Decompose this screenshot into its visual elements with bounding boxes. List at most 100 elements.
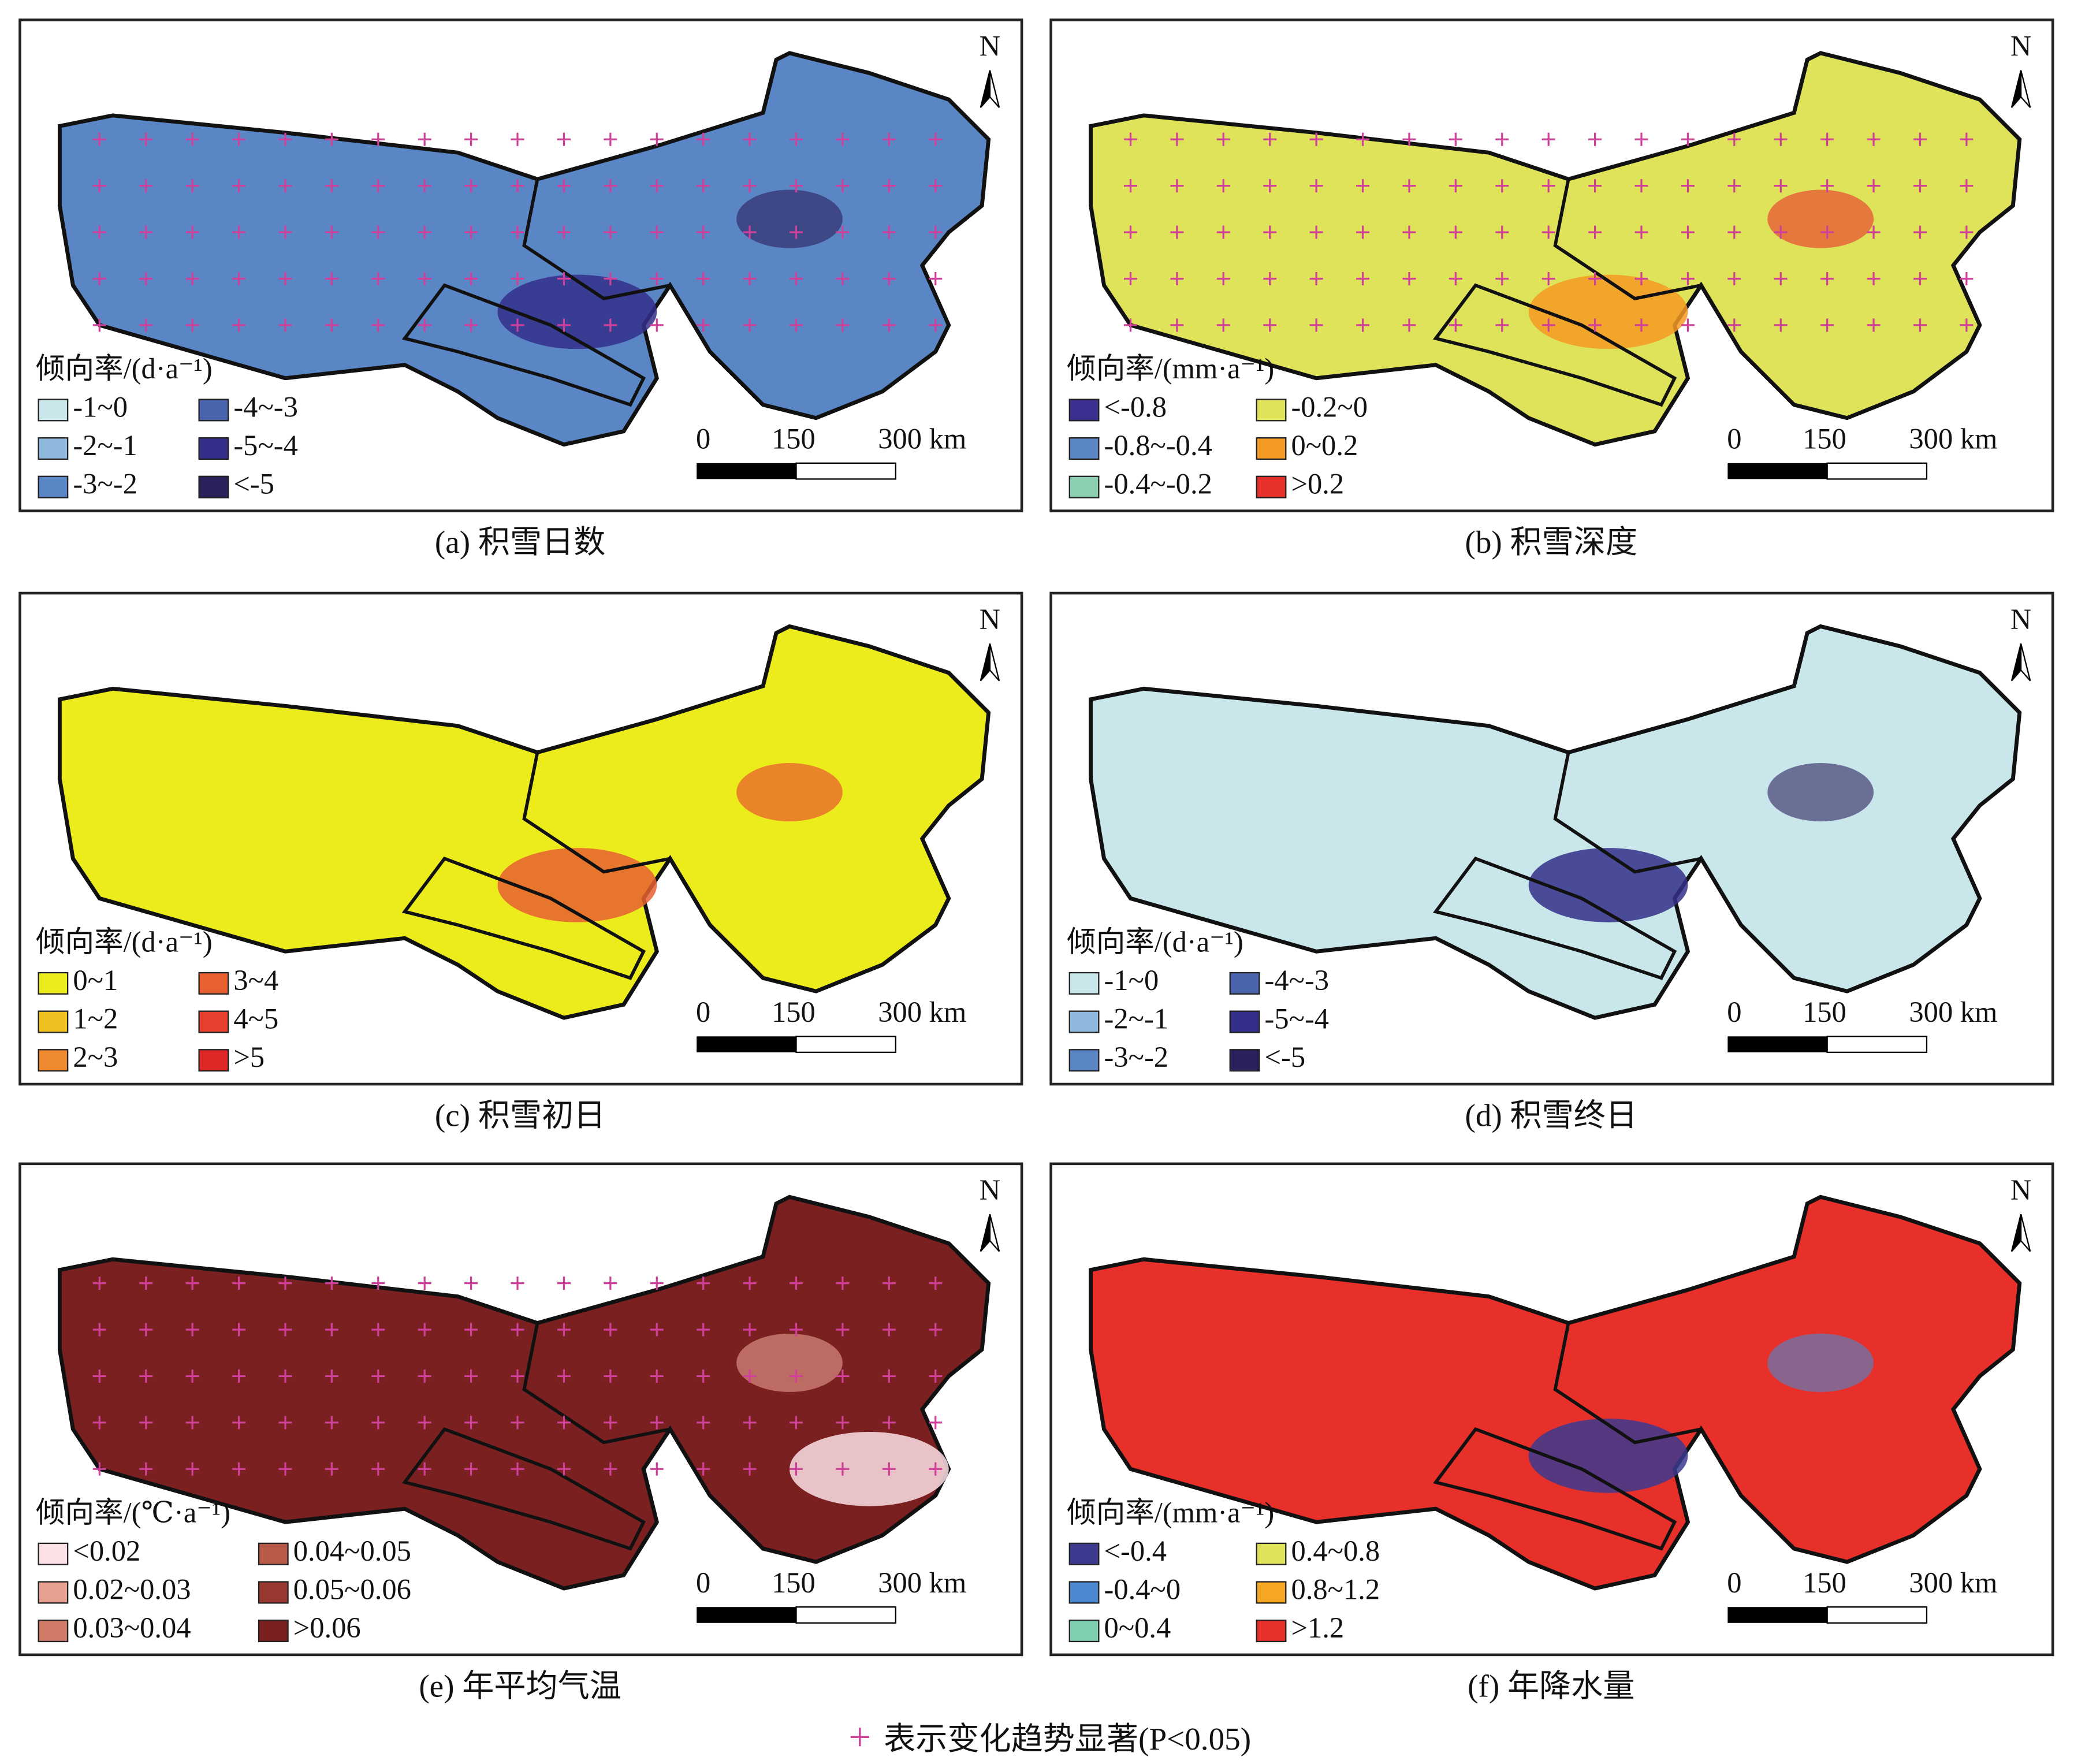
- significance-cross: [650, 271, 664, 285]
- significance-cross: [511, 318, 524, 332]
- significance-cross: [1356, 132, 1370, 146]
- significance-cross: [836, 225, 850, 239]
- caption: (c) 积雪初日: [435, 1097, 605, 1133]
- legend-swatch: [1229, 972, 1260, 995]
- legend-swatch: [1068, 1542, 1100, 1565]
- legend-label: -0.2~0: [1291, 391, 1368, 423]
- significance-cross: [1170, 179, 1184, 193]
- significance-cross: [92, 1323, 106, 1337]
- significance-cross: [604, 318, 617, 332]
- significance-cross: [232, 271, 246, 285]
- significance-cross: [1588, 225, 1602, 239]
- legend-title: 倾向率/(mm·a⁻¹): [1067, 1496, 1274, 1528]
- significance-cross: [929, 179, 943, 193]
- significance-cross: [790, 318, 803, 332]
- scale-label: 150: [1803, 996, 1846, 1028]
- significance-cross: [92, 1277, 106, 1290]
- significance-cross: [139, 225, 153, 239]
- significance-cross: [1588, 271, 1602, 285]
- significance-cross: [464, 132, 478, 146]
- significance-cross: [232, 1416, 246, 1430]
- significance-cross: [1588, 318, 1602, 332]
- significance-cross: [278, 132, 292, 146]
- legend-swatch: [1068, 1581, 1100, 1604]
- significance-cross: [743, 1323, 757, 1337]
- significance-cross: [790, 1323, 803, 1337]
- scale-bar-black: [697, 1607, 796, 1623]
- significance-cross: [1913, 271, 1927, 285]
- significance-cross: [371, 1323, 385, 1337]
- region-patch: [1767, 1333, 1874, 1393]
- significance-cross: [882, 132, 896, 146]
- significance-cross: [1309, 179, 1323, 193]
- significance-cross: [464, 318, 478, 332]
- significance-cross: [604, 1369, 617, 1383]
- scale-bar-white: [795, 1606, 896, 1624]
- significance-cross: [278, 1462, 292, 1476]
- significance-cross: [790, 1416, 803, 1430]
- north-arrow-outline: [2020, 643, 2031, 682]
- scale-label: 150: [1803, 1566, 1846, 1599]
- legend-label: -2~-1: [73, 429, 137, 462]
- significance-cross: [836, 271, 850, 285]
- significance-cross: [92, 271, 106, 285]
- significance-cross: [836, 318, 850, 332]
- significance-cross: [1774, 318, 1788, 332]
- legend-swatch: [38, 972, 69, 995]
- significance-cross: [511, 1277, 524, 1290]
- significance-cross: [650, 1277, 664, 1290]
- north-arrow-outline: [2020, 1214, 2031, 1252]
- significance-cross: [464, 1462, 478, 1476]
- significance-cross: [185, 1277, 199, 1290]
- legend-swatch: [1256, 1581, 1287, 1604]
- legend-label: -0.4~-0.2: [1104, 468, 1212, 500]
- scale-label: 300 km: [878, 996, 966, 1028]
- legend-label: <-5: [1265, 1041, 1306, 1073]
- significance-cross: [557, 225, 571, 239]
- significance-cross: [232, 132, 246, 146]
- legend-label: 0.4~0.8: [1291, 1535, 1380, 1567]
- scale-bar-white: [1826, 1036, 1928, 1054]
- significance-cross: [604, 1416, 617, 1430]
- significance-cross: [185, 1416, 199, 1430]
- significance-cross: [1820, 271, 1834, 285]
- legend-swatch: [1256, 1542, 1287, 1565]
- region-patch: [736, 1333, 843, 1393]
- significance-cross: [790, 225, 803, 239]
- caption: (e) 年平均气温: [419, 1668, 621, 1703]
- legend-swatch: [258, 1542, 289, 1565]
- scale-label: 0: [696, 423, 710, 455]
- scale-bar-black: [697, 463, 796, 479]
- significance-cross: [1449, 179, 1462, 193]
- significance-cross: [1123, 225, 1137, 239]
- significance-cross: [185, 271, 199, 285]
- significance-cross: [1216, 318, 1230, 332]
- significance-cross: [1263, 132, 1277, 146]
- significance-cross: [1727, 179, 1741, 193]
- significance-cross: [371, 179, 385, 193]
- significance-cross: [1402, 318, 1416, 332]
- significance-cross: [1309, 271, 1323, 285]
- significance-cross: [1495, 271, 1509, 285]
- significance-cross: [1681, 271, 1695, 285]
- legend-swatch: [1068, 475, 1100, 498]
- legend-swatch: [258, 1620, 289, 1643]
- legend-swatch: [1256, 475, 1287, 498]
- significance-cross: [697, 1462, 710, 1476]
- scale-bar-white: [795, 462, 896, 480]
- significance-cross: [1634, 225, 1648, 239]
- north-label: N: [2010, 1174, 2032, 1206]
- significance-cross: [1727, 271, 1741, 285]
- region: [1089, 624, 2022, 1020]
- significance-cross: [371, 1462, 385, 1476]
- scale-bar-black: [1727, 1036, 1827, 1052]
- scale-bar-white: [1826, 1606, 1928, 1624]
- significance-cross: [1356, 271, 1370, 285]
- significance-cross: [1960, 132, 1974, 146]
- legend-swatch: [1229, 1010, 1260, 1033]
- legend-label: 1~2: [73, 1003, 118, 1035]
- significance-cross: [139, 132, 153, 146]
- legend-swatch: [38, 1049, 69, 1072]
- significance-cross: [325, 1369, 338, 1383]
- scale-label: 150: [772, 996, 816, 1028]
